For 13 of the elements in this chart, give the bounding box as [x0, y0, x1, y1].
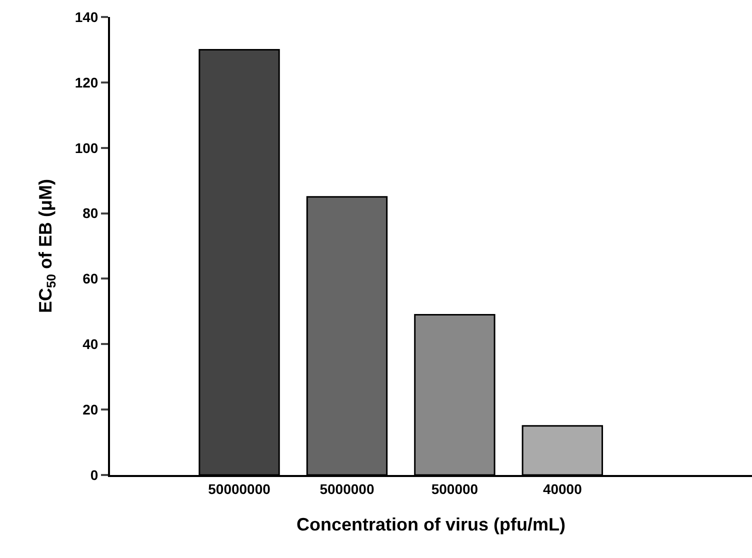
y-tick-label: 100 [74, 140, 98, 156]
y-tick-label: 40 [82, 336, 98, 352]
x-tick-label: 500000 [431, 480, 478, 497]
y-tick-label: 120 [74, 74, 98, 90]
y-tick-label: 80 [82, 205, 98, 222]
x-tick-label: 50000000 [208, 480, 271, 497]
y-tick-label: 20 [82, 401, 98, 418]
y-tick-label: 140 [74, 8, 98, 25]
x-tick-label: 40000 [542, 480, 582, 497]
x-tick-label: 5000000 [320, 480, 374, 497]
y-tick-label: 0 [90, 466, 98, 483]
y-tick-label: 60 [82, 270, 98, 287]
x-axis-title: Concentration of virus (pfu/mL) [296, 514, 566, 534]
